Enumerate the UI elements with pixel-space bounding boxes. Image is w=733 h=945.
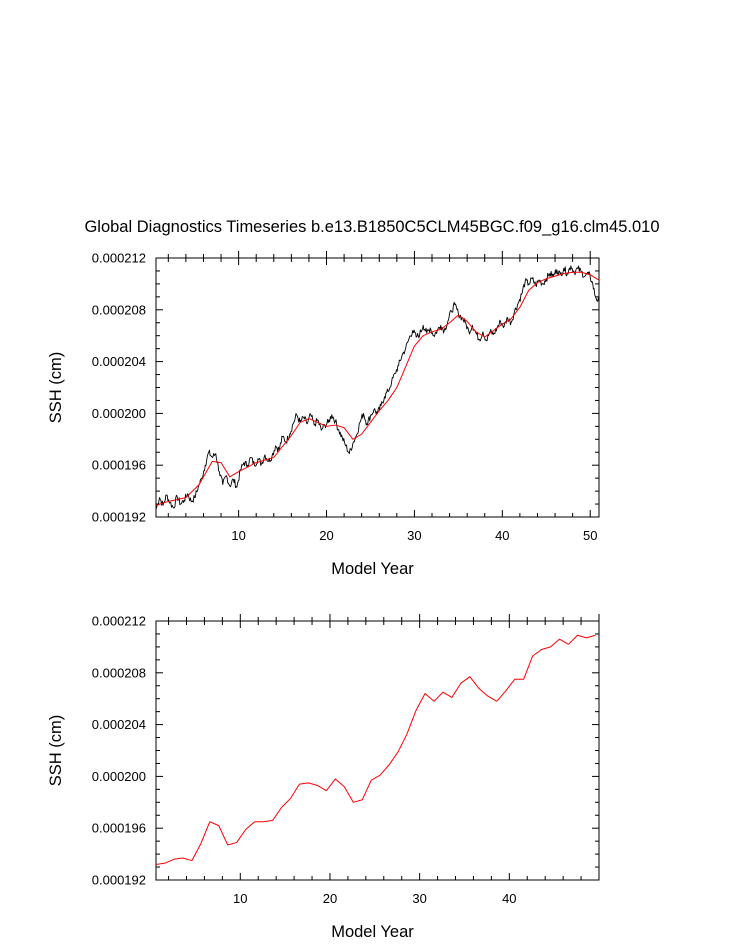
y-tick-label: 0.000196 [92, 458, 146, 473]
y-tick-label: 0.000208 [92, 302, 146, 317]
x-tick-label: 40 [502, 891, 516, 906]
y-tick-label: 0.000204 [92, 354, 146, 369]
y-axis-title: SSH (cm) [47, 352, 65, 424]
y-tick-label: 0.000208 [92, 665, 146, 680]
x-tick-label: 20 [319, 528, 333, 543]
plot-frame [155, 257, 600, 518]
y-tick-label: 0.000196 [92, 821, 146, 836]
y-tick-label: 0.000200 [92, 406, 146, 421]
x-tick-label: 10 [231, 528, 245, 543]
y-tick-label: 0.000212 [92, 251, 146, 266]
chart-title: Global Diagnostics Timeseries b.e13.B185… [84, 218, 659, 236]
x-axis-title: Model Year [331, 923, 414, 941]
x-tick-label: 40 [495, 528, 509, 543]
x-tick-label: 10 [233, 891, 247, 906]
x-axis-title: Model Year [331, 560, 414, 578]
x-tick-label: 50 [583, 528, 597, 543]
plot-frame [155, 620, 600, 881]
x-tick-label: 30 [412, 891, 426, 906]
y-tick-label: 0.000192 [92, 873, 146, 888]
series-line-annual-mean [155, 634, 596, 865]
series-line-monthly [155, 265, 600, 510]
top-timeseries-panel: 0.000192 0.000196 0.000200 0.000204 0.000208… [47, 251, 600, 578]
bottom-annual-panel: 0.000192 0.000196 0.000200 0.000204 0.000208… [47, 614, 600, 941]
y-tick-label: 0.000212 [92, 614, 146, 629]
y-tick-label: 0.000192 [92, 510, 146, 525]
series-line-annual [155, 271, 600, 506]
x-tick-label: 30 [407, 528, 421, 543]
y-axis-title: SSH (cm) [47, 715, 65, 787]
x-tick-label: 20 [323, 891, 337, 906]
y-tick-label: 0.000204 [92, 717, 146, 732]
y-tick-label: 0.000200 [92, 769, 146, 784]
